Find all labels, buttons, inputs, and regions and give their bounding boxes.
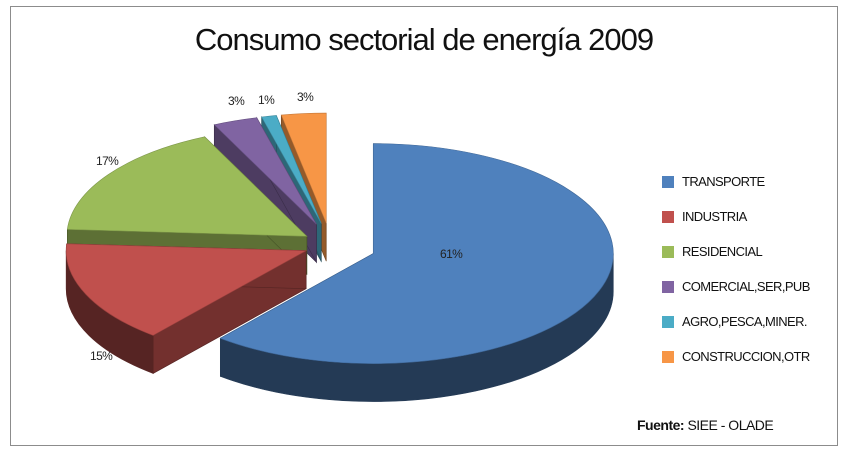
source-prefix: Fuente: — [637, 417, 685, 433]
data-label: 61% — [440, 247, 463, 261]
chart-legend: TRANSPORTE INDUSTRIA RESIDENCIAL COMERCIAL,… — [662, 164, 810, 374]
legend-swatch — [662, 280, 674, 293]
legend-label: CONSTRUCCION,OTR — [682, 349, 810, 364]
slice-top-industria — [65, 243, 308, 336]
source-note: Fuente: SIEE - OLADE — [637, 417, 774, 433]
legend-item: COMERCIAL,SER,PUB — [662, 269, 810, 304]
legend-swatch — [662, 210, 674, 223]
slice-top-comercial-ser-pub — [213, 117, 317, 225]
legend-swatch — [662, 315, 674, 328]
legend-item: CONSTRUCCION,OTR — [662, 339, 810, 374]
legend-label: AGRO,PESCA,MINER. — [682, 314, 807, 329]
legend-item: RESIDENCIAL — [662, 234, 810, 269]
data-label: 1% — [258, 93, 275, 107]
data-label: 15% — [90, 349, 113, 363]
data-label: 17% — [96, 154, 119, 168]
data-label: 3% — [297, 90, 314, 104]
data-label: 3% — [228, 94, 245, 108]
legend-item: INDUSTRIA — [662, 199, 810, 234]
legend-label: TRANSPORTE — [682, 174, 765, 189]
slice-top-residencial — [66, 136, 308, 237]
legend-swatch — [662, 175, 674, 188]
legend-label: RESIDENCIAL — [682, 244, 763, 259]
slice-top-agro-pesca-miner- — [261, 115, 322, 224]
pie-tops — [65, 112, 614, 364]
chart-title: Consumo sectorial de energía 2009 — [194, 22, 654, 57]
legend-swatch — [662, 350, 674, 363]
slice-top-transporte — [219, 143, 614, 364]
legend-item: TRANSPORTE — [662, 164, 810, 199]
legend-swatch — [662, 245, 674, 258]
legend-item: AGRO,PESCA,MINER. — [662, 304, 810, 339]
slice-top-construccion-otr — [280, 112, 327, 224]
source-text: SIEE - OLADE — [687, 417, 774, 433]
legend-label: COMERCIAL,SER,PUB — [682, 279, 810, 294]
legend-label: INDUSTRIA — [682, 209, 747, 224]
